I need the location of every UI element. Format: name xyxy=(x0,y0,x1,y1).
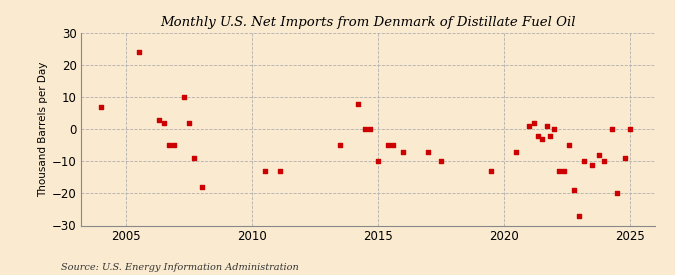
Point xyxy=(96,104,107,109)
Point xyxy=(435,159,446,164)
Point xyxy=(594,153,605,157)
Point xyxy=(569,188,580,192)
Point xyxy=(184,121,194,125)
Point xyxy=(524,124,535,128)
Point xyxy=(387,143,398,147)
Text: Source: U.S. Energy Information Administration: Source: U.S. Energy Information Administ… xyxy=(61,263,298,272)
Point xyxy=(541,124,552,128)
Point xyxy=(383,143,394,147)
Point xyxy=(179,95,190,99)
Point xyxy=(196,185,207,189)
Point xyxy=(579,159,590,164)
Point xyxy=(624,127,635,131)
Point xyxy=(612,191,622,196)
Point xyxy=(259,169,270,173)
Point xyxy=(373,159,383,164)
Point xyxy=(365,127,376,131)
Point xyxy=(599,159,610,164)
Point xyxy=(619,156,630,160)
Point xyxy=(360,127,371,131)
Point xyxy=(163,143,174,147)
Y-axis label: Thousand Barrels per Day: Thousand Barrels per Day xyxy=(38,62,48,197)
Point xyxy=(275,169,286,173)
Point xyxy=(352,101,363,106)
Point xyxy=(533,133,543,138)
Point xyxy=(486,169,497,173)
Point xyxy=(564,143,574,147)
Point xyxy=(529,121,539,125)
Point xyxy=(574,214,585,218)
Point xyxy=(587,162,597,167)
Point xyxy=(536,137,547,141)
Point xyxy=(554,169,564,173)
Point xyxy=(423,150,433,154)
Point xyxy=(511,150,522,154)
Point xyxy=(559,169,570,173)
Point xyxy=(134,50,144,54)
Point xyxy=(549,127,560,131)
Title: Monthly U.S. Net Imports from Denmark of Distillate Fuel Oil: Monthly U.S. Net Imports from Denmark of… xyxy=(160,16,576,29)
Point xyxy=(398,150,408,154)
Point xyxy=(335,143,346,147)
Point xyxy=(159,121,169,125)
Point xyxy=(169,143,180,147)
Point xyxy=(607,127,618,131)
Point xyxy=(189,156,200,160)
Point xyxy=(154,117,165,122)
Point xyxy=(545,133,556,138)
